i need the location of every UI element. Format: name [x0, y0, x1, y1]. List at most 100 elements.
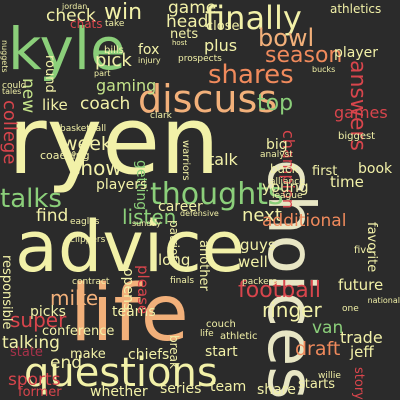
word: trade [340, 328, 383, 347]
word: head [166, 12, 209, 32]
word: willie [318, 371, 341, 381]
word: plus [204, 36, 238, 55]
word: season [265, 43, 343, 68]
word: player [334, 45, 379, 61]
word: guys [240, 236, 276, 254]
word: former [18, 385, 62, 400]
word: career [158, 199, 203, 215]
word: could [2, 81, 27, 91]
word: warriors [180, 140, 191, 181]
word: thoughts [150, 177, 284, 212]
word: take [105, 19, 125, 29]
word: talk [208, 150, 238, 169]
word: finals [170, 276, 195, 286]
word: fox [138, 42, 160, 58]
word: football [238, 278, 321, 303]
word: conference [42, 324, 115, 339]
word: gaming [96, 76, 157, 95]
word: talks [0, 184, 62, 214]
word: biggest [338, 131, 376, 142]
word: van [312, 318, 344, 338]
word: chiefs [128, 347, 170, 363]
word: patriots [167, 220, 181, 267]
word: talking [2, 333, 60, 353]
word: teams [112, 304, 156, 320]
word: eagles [70, 217, 100, 227]
word: coaching [40, 149, 90, 162]
word: ringer [262, 298, 322, 322]
word: injury [138, 56, 161, 65]
word: break [167, 335, 181, 369]
word: back [270, 162, 299, 176]
word: alliance [270, 177, 305, 187]
word: defensive [180, 209, 219, 218]
word: win [104, 0, 143, 25]
word: future [338, 276, 384, 294]
word: bills [104, 45, 124, 56]
word: listen [122, 205, 177, 229]
word: nets [170, 27, 199, 42]
word: ryen [8, 87, 220, 196]
word: please [134, 265, 152, 315]
word: start [205, 344, 238, 360]
word: show [70, 156, 122, 180]
word: questions [24, 350, 218, 396]
word: end [50, 353, 83, 373]
word: analyst [260, 150, 293, 160]
word: also [60, 149, 77, 158]
word: five [354, 245, 373, 256]
word: sunday [132, 219, 162, 228]
word: well [238, 253, 268, 271]
word: prospects [178, 54, 222, 64]
word: college [0, 100, 20, 165]
word: sports [8, 370, 61, 390]
word: advice [15, 206, 245, 288]
word: additional [262, 211, 347, 231]
word: game [168, 0, 217, 18]
word: whether [90, 384, 148, 400]
word: state [10, 345, 43, 360]
word: national [367, 296, 400, 305]
word: jordan [62, 2, 88, 11]
word: draft [295, 338, 341, 360]
word: athletic [220, 331, 258, 342]
word: next [242, 205, 282, 226]
word: part [94, 69, 111, 78]
word: finally [205, 0, 302, 37]
word: first [312, 164, 338, 179]
word: close [206, 19, 240, 34]
word: share [257, 382, 296, 398]
word: contract [72, 277, 110, 287]
word: packers [242, 277, 277, 287]
word: long [158, 251, 191, 269]
word: series [160, 381, 202, 397]
word: round [42, 55, 57, 93]
word: pick [95, 50, 132, 71]
word: games [334, 103, 388, 122]
word: make [70, 347, 106, 362]
word: clark [150, 111, 172, 121]
word: find [36, 206, 69, 226]
word: another [196, 240, 211, 291]
word: life [70, 269, 189, 359]
word: host [172, 39, 188, 47]
word: players [96, 177, 148, 193]
word: picks [30, 304, 66, 320]
word: chats [70, 17, 103, 31]
word: top [257, 91, 294, 116]
word: team [210, 379, 247, 395]
word: clippers [70, 235, 106, 245]
word: mike [50, 286, 99, 310]
word: nuggets [0, 40, 9, 73]
word: young [262, 178, 309, 196]
word: big [266, 137, 288, 153]
word: responsible [0, 255, 14, 330]
word: story [351, 367, 366, 400]
word: tales [2, 87, 22, 96]
word: couch [206, 319, 236, 330]
word: super [10, 308, 67, 332]
word: week [62, 133, 112, 155]
word: life [200, 329, 214, 339]
word: book [358, 161, 393, 177]
